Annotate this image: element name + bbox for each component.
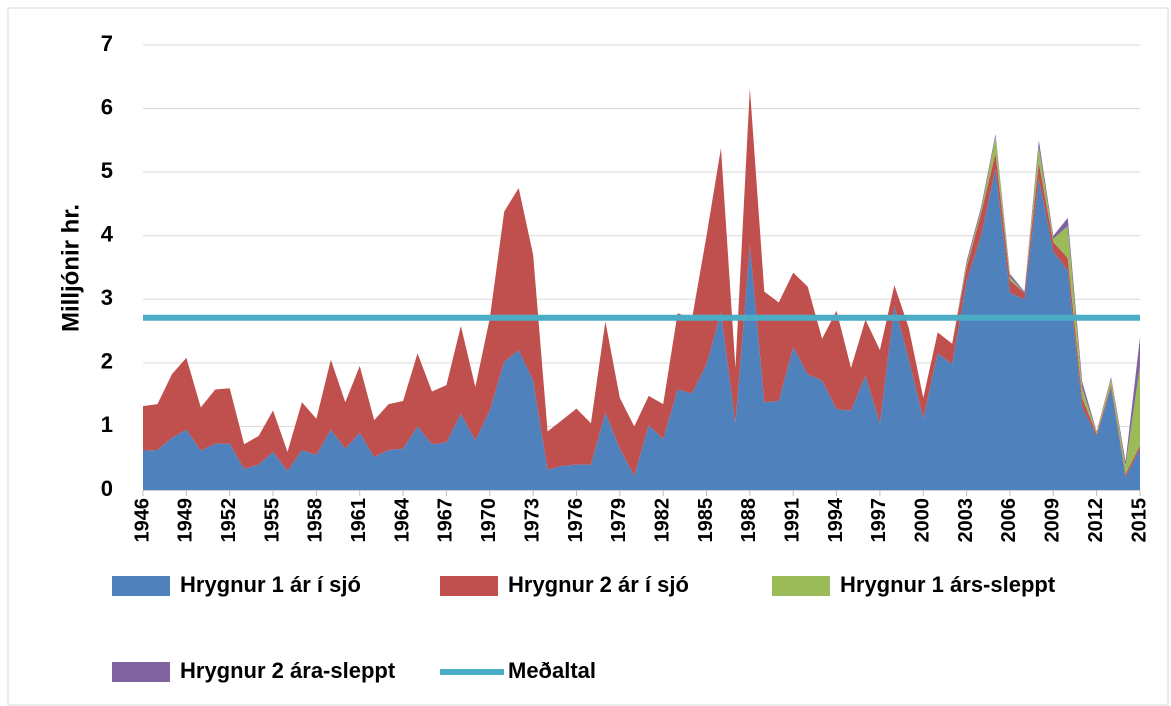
x-tick-label: 2009 — [1042, 498, 1064, 543]
x-tick-label: 1964 — [391, 497, 413, 542]
y-tick-label: 0 — [101, 476, 113, 501]
y-tick-label: 5 — [101, 158, 113, 183]
y-tick-label: 2 — [101, 349, 113, 374]
y-tick-label: 3 — [101, 285, 113, 310]
x-tick-label: 1955 — [261, 498, 283, 543]
legend-label: Hrygnur 1 árs-sleppt — [840, 572, 1056, 597]
legend-swatch — [112, 576, 170, 596]
x-tick-label: 1985 — [695, 498, 717, 543]
y-axis-label: Milljónir hr. — [57, 204, 84, 332]
legend-swatch — [440, 576, 498, 596]
legend-label: Hrygnur 1 ár í sjó — [180, 572, 361, 597]
y-tick-label: 6 — [101, 94, 113, 119]
x-tick-label: 1967 — [435, 498, 457, 543]
x-tick-label: 1946 — [131, 498, 153, 543]
x-tick-label: 1988 — [738, 498, 760, 543]
legend-swatch — [112, 662, 170, 682]
x-tick-label: 1982 — [651, 498, 673, 543]
x-tick-label: 1976 — [565, 498, 587, 543]
legend-label: Hrygnur 2 ára-sleppt — [180, 658, 396, 683]
x-tick-label: 1997 — [868, 498, 890, 543]
x-tick-label: 1949 — [175, 498, 197, 543]
y-tick-label: 4 — [101, 222, 114, 247]
x-tick-label: 1958 — [305, 498, 327, 543]
area — [143, 168, 1140, 490]
legend-swatch — [772, 576, 830, 596]
x-tick-label: 2003 — [955, 498, 977, 543]
x-tick-label: 2012 — [1085, 498, 1107, 543]
x-tick-label: 1961 — [348, 498, 370, 543]
x-tick-label: 1952 — [218, 498, 240, 543]
legend-label: Hrygnur 2 ár í sjó — [508, 572, 689, 597]
x-tick-label: 1970 — [478, 498, 500, 543]
x-tick-label: 1979 — [608, 498, 630, 543]
y-tick-label: 1 — [101, 412, 113, 437]
x-tick-label: 2006 — [998, 498, 1020, 543]
x-tick-label: 1991 — [781, 498, 803, 543]
x-tick-label: 1973 — [521, 498, 543, 543]
x-tick-label: 2015 — [1128, 498, 1150, 543]
x-tick-label: 2000 — [912, 498, 934, 543]
x-tick-label: 1994 — [825, 497, 847, 542]
y-tick-label: 7 — [101, 31, 113, 56]
legend-label: Meðaltal — [508, 658, 596, 683]
chart-border — [7, 7, 1169, 706]
